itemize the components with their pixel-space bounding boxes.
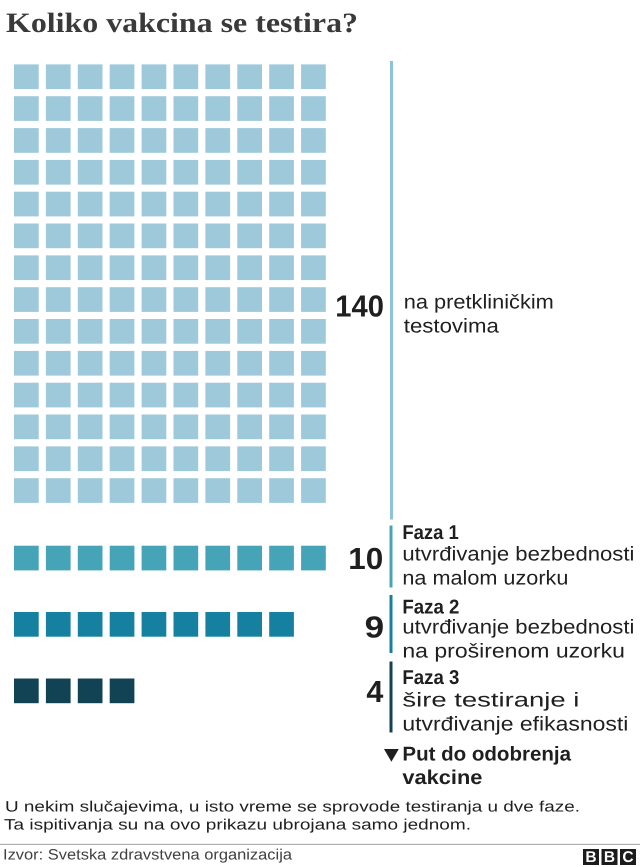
svg-text:B: B [585, 849, 596, 866]
svg-text:na malom uzorku: na malom uzorku [402, 568, 568, 590]
svg-text:Izvor: Svetska zdravstvena org: Izvor: Svetska zdravstvena organizacija [3, 847, 293, 864]
svg-text:utvrđivanje efikasnosti: utvrđivanje efikasnosti [402, 714, 628, 736]
svg-text:Faza 3: Faza 3 [402, 667, 459, 689]
svg-text:šire testiranje i: šire testiranje i [402, 690, 579, 712]
svg-text:utvrđivanje bezbednosti: utvrđivanje bezbednosti [402, 543, 634, 565]
svg-text:Koliko vakcina se testira?: Koliko vakcina se testira? [6, 8, 358, 39]
svg-text:U nekim slučajevima, u isto vr: U nekim slučajevima, u isto vreme se spr… [5, 798, 580, 815]
svg-text:Faza 2: Faza 2 [402, 597, 459, 619]
svg-text:9: 9 [365, 610, 385, 644]
svg-text:Ta ispitivanja su na ovo prika: Ta ispitivanja su na ovo prikazu ubrojan… [4, 817, 471, 834]
svg-text:Faza 1: Faza 1 [402, 522, 458, 544]
svg-text:testovima: testovima [404, 316, 500, 338]
svg-text:Put do odobrenja: Put do odobrenja [402, 744, 571, 766]
svg-text:C: C [622, 849, 633, 866]
svg-text:vakcine: vakcine [402, 767, 482, 789]
svg-text:4: 4 [366, 675, 383, 709]
svg-text:na proširenom uzorku: na proširenom uzorku [402, 641, 625, 663]
svg-text:10: 10 [348, 542, 383, 576]
svg-text:B: B [604, 849, 615, 866]
svg-text:utvrđivanje bezbednosti: utvrđivanje bezbednosti [402, 617, 634, 639]
svg-text:140: 140 [335, 290, 384, 324]
svg-text:na pretkliničkim: na pretkliničkim [404, 292, 554, 314]
